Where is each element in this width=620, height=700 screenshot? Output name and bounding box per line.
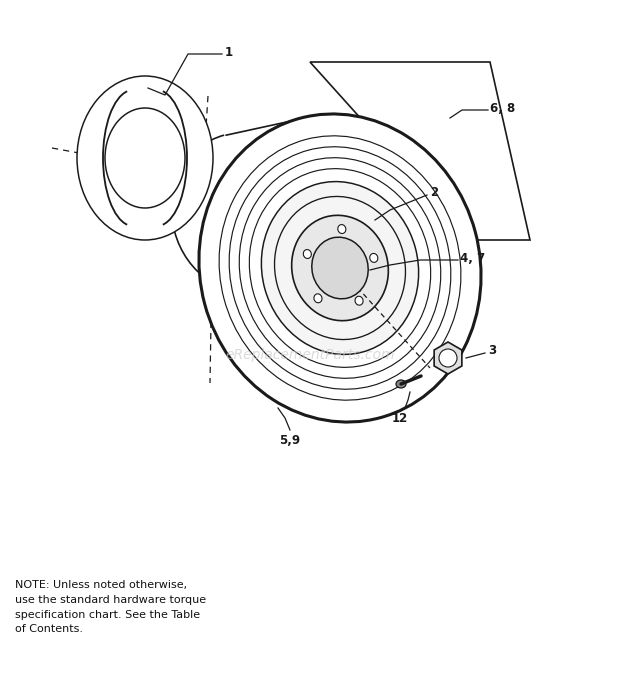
Ellipse shape xyxy=(303,250,311,258)
Ellipse shape xyxy=(105,108,185,208)
Ellipse shape xyxy=(396,380,406,388)
Ellipse shape xyxy=(355,296,363,305)
Ellipse shape xyxy=(370,253,378,262)
Text: 1: 1 xyxy=(225,46,233,59)
Text: NOTE: Unless noted otherwise,
use the standard hardware torque
specification cha: NOTE: Unless noted otherwise, use the st… xyxy=(15,580,206,634)
Text: 2: 2 xyxy=(430,186,438,199)
Text: eReplacementParts.com: eReplacementParts.com xyxy=(225,348,395,362)
Text: 12: 12 xyxy=(392,412,408,424)
Text: 5,9: 5,9 xyxy=(280,433,301,447)
Ellipse shape xyxy=(314,294,322,303)
Ellipse shape xyxy=(199,114,481,422)
Text: 6, 8: 6, 8 xyxy=(490,102,515,115)
Text: 3: 3 xyxy=(488,344,496,356)
Ellipse shape xyxy=(262,181,418,354)
Ellipse shape xyxy=(439,349,457,367)
Text: 4, 7: 4, 7 xyxy=(460,251,485,265)
Ellipse shape xyxy=(312,237,368,299)
Polygon shape xyxy=(434,342,462,374)
Ellipse shape xyxy=(338,225,346,234)
Ellipse shape xyxy=(291,216,388,321)
Ellipse shape xyxy=(77,76,213,240)
Polygon shape xyxy=(310,62,530,240)
